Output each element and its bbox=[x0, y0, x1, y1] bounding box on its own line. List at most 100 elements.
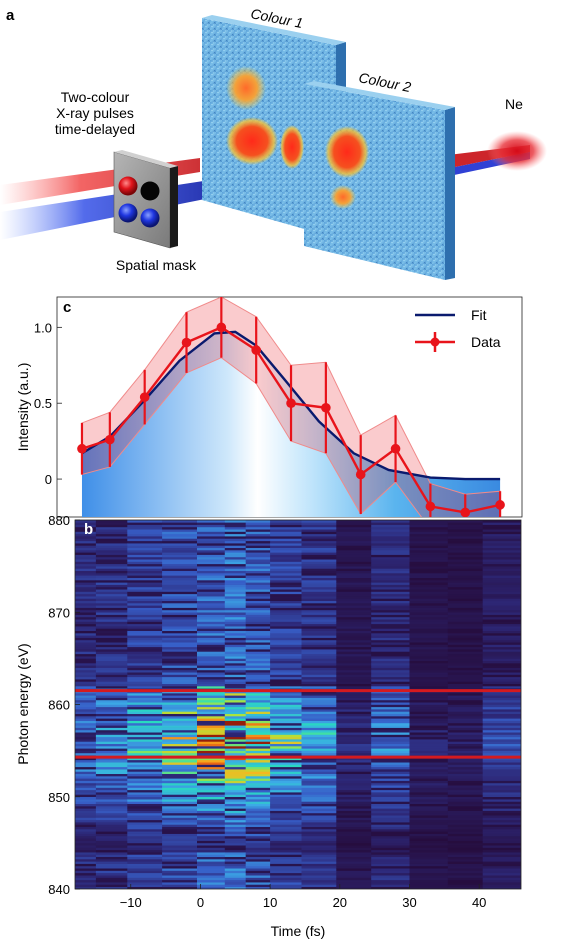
heatmap-cell bbox=[301, 780, 337, 784]
heatmap-cell bbox=[447, 748, 483, 751]
heatmap-cell bbox=[301, 727, 337, 731]
heatmap-cell bbox=[127, 734, 163, 738]
heatmap-cell bbox=[301, 734, 337, 738]
heatmap-cell bbox=[371, 586, 410, 590]
heatmap-cell bbox=[270, 792, 302, 795]
heatmap-cell bbox=[95, 658, 128, 662]
heatmap-cell bbox=[95, 877, 128, 881]
heatmap-cell bbox=[447, 679, 483, 682]
heatmap-cell bbox=[409, 831, 449, 834]
heatmap-cell bbox=[224, 591, 247, 595]
heatmap-cell bbox=[224, 630, 247, 634]
heatmap-cell bbox=[245, 836, 271, 839]
heatmap-cell bbox=[482, 868, 521, 871]
heatmap-cell bbox=[224, 575, 247, 579]
heatmap-cell bbox=[482, 799, 521, 802]
heatmap-cell bbox=[409, 600, 449, 604]
heatmap-cell bbox=[127, 552, 163, 555]
heatmap-cell bbox=[482, 522, 521, 525]
heatmap-cell bbox=[270, 847, 302, 851]
heatmap-cell bbox=[301, 520, 337, 523]
heatmap-cell bbox=[95, 582, 128, 585]
heatmap-cell bbox=[409, 536, 449, 539]
heatmap-cell bbox=[197, 616, 226, 620]
heatmap-cell bbox=[224, 563, 247, 567]
heatmap-cell bbox=[197, 741, 226, 745]
heatmap-cell bbox=[409, 787, 449, 791]
heatmap-cell bbox=[447, 729, 483, 733]
heatmap-cell bbox=[162, 757, 198, 761]
heatmap-cell bbox=[371, 810, 410, 814]
reference-lines bbox=[75, 689, 521, 759]
heatmap-cell bbox=[482, 759, 521, 763]
heatmap-cell bbox=[409, 762, 449, 765]
heatmap-cell bbox=[162, 836, 198, 839]
heatmap-cell bbox=[162, 859, 198, 862]
heatmap-cell bbox=[447, 522, 483, 525]
heatmap-cell bbox=[482, 702, 521, 705]
heatmap-cell bbox=[301, 799, 337, 802]
heatmap-cell bbox=[127, 810, 163, 814]
heatmap-cell bbox=[409, 550, 449, 553]
heatmap-cell bbox=[224, 736, 247, 740]
heatmap-cell bbox=[224, 704, 247, 708]
heatmap-cell bbox=[197, 819, 226, 823]
heatmap-cell bbox=[336, 639, 372, 643]
heatmap-cell bbox=[162, 865, 198, 869]
heatmap-cell bbox=[371, 856, 410, 860]
pulses-label-line-3: time-delayed bbox=[55, 121, 135, 137]
heatmap-cell bbox=[224, 547, 247, 551]
heatmap-cell bbox=[447, 819, 483, 823]
heatmap-cell bbox=[245, 665, 271, 668]
heatmap-cell bbox=[224, 769, 247, 772]
heatmap-cell bbox=[162, 644, 198, 648]
heatmap-cell bbox=[245, 679, 271, 682]
heatmap-cell bbox=[224, 697, 247, 701]
heatmap-cell bbox=[270, 838, 302, 841]
heatmap-cell bbox=[224, 789, 247, 793]
heatmap-cell bbox=[447, 531, 483, 535]
heatmap-cell bbox=[371, 836, 410, 839]
heatmap-cell bbox=[197, 789, 226, 793]
heatmap-cell bbox=[301, 845, 337, 848]
heatmap-cell bbox=[162, 773, 198, 777]
heatmap-cell bbox=[127, 628, 163, 632]
heatmap-cell bbox=[409, 577, 449, 581]
heatmap-cell bbox=[409, 522, 449, 525]
heatmap-cell bbox=[197, 838, 226, 841]
heatmap-cell bbox=[75, 824, 97, 828]
heatmap-cell bbox=[245, 732, 271, 735]
heatmap-cell bbox=[245, 538, 271, 542]
heatmap-cell bbox=[371, 526, 410, 530]
heatmap-cell bbox=[245, 829, 271, 832]
heatmap-cell bbox=[336, 720, 372, 724]
heatmap-cell bbox=[301, 623, 337, 627]
heatmap-cell bbox=[75, 681, 97, 685]
heatmap-cell bbox=[301, 792, 337, 795]
heatmap-cell bbox=[162, 665, 198, 668]
heatmap-cell bbox=[75, 695, 97, 698]
heatmap-cell bbox=[482, 789, 521, 793]
heatmap-cell bbox=[301, 614, 337, 618]
heatmap-cell bbox=[301, 746, 337, 749]
heatmap-cell bbox=[95, 743, 128, 747]
heatmap-cell bbox=[270, 773, 302, 777]
heatmap-cell bbox=[95, 552, 128, 555]
data-point bbox=[77, 443, 87, 454]
heatmap-cell bbox=[336, 845, 372, 848]
heatmap-cell bbox=[301, 637, 337, 641]
heatmap-cell bbox=[336, 589, 372, 592]
heatmap-cell bbox=[197, 713, 226, 717]
heatmap-cell bbox=[197, 561, 226, 565]
heatmap-cell bbox=[409, 796, 449, 800]
heatmap-cell bbox=[197, 803, 226, 807]
heatmap-cell bbox=[224, 808, 247, 811]
heatmap-cell bbox=[127, 865, 163, 869]
heatmap-cell bbox=[301, 589, 337, 592]
heatmap-cell bbox=[197, 545, 226, 549]
heatmap-cell bbox=[270, 653, 302, 657]
heatmap-cell bbox=[162, 663, 198, 666]
heatmap-cell bbox=[336, 520, 372, 523]
heatmap-cell bbox=[162, 713, 198, 717]
heatmap-cell bbox=[447, 582, 483, 585]
